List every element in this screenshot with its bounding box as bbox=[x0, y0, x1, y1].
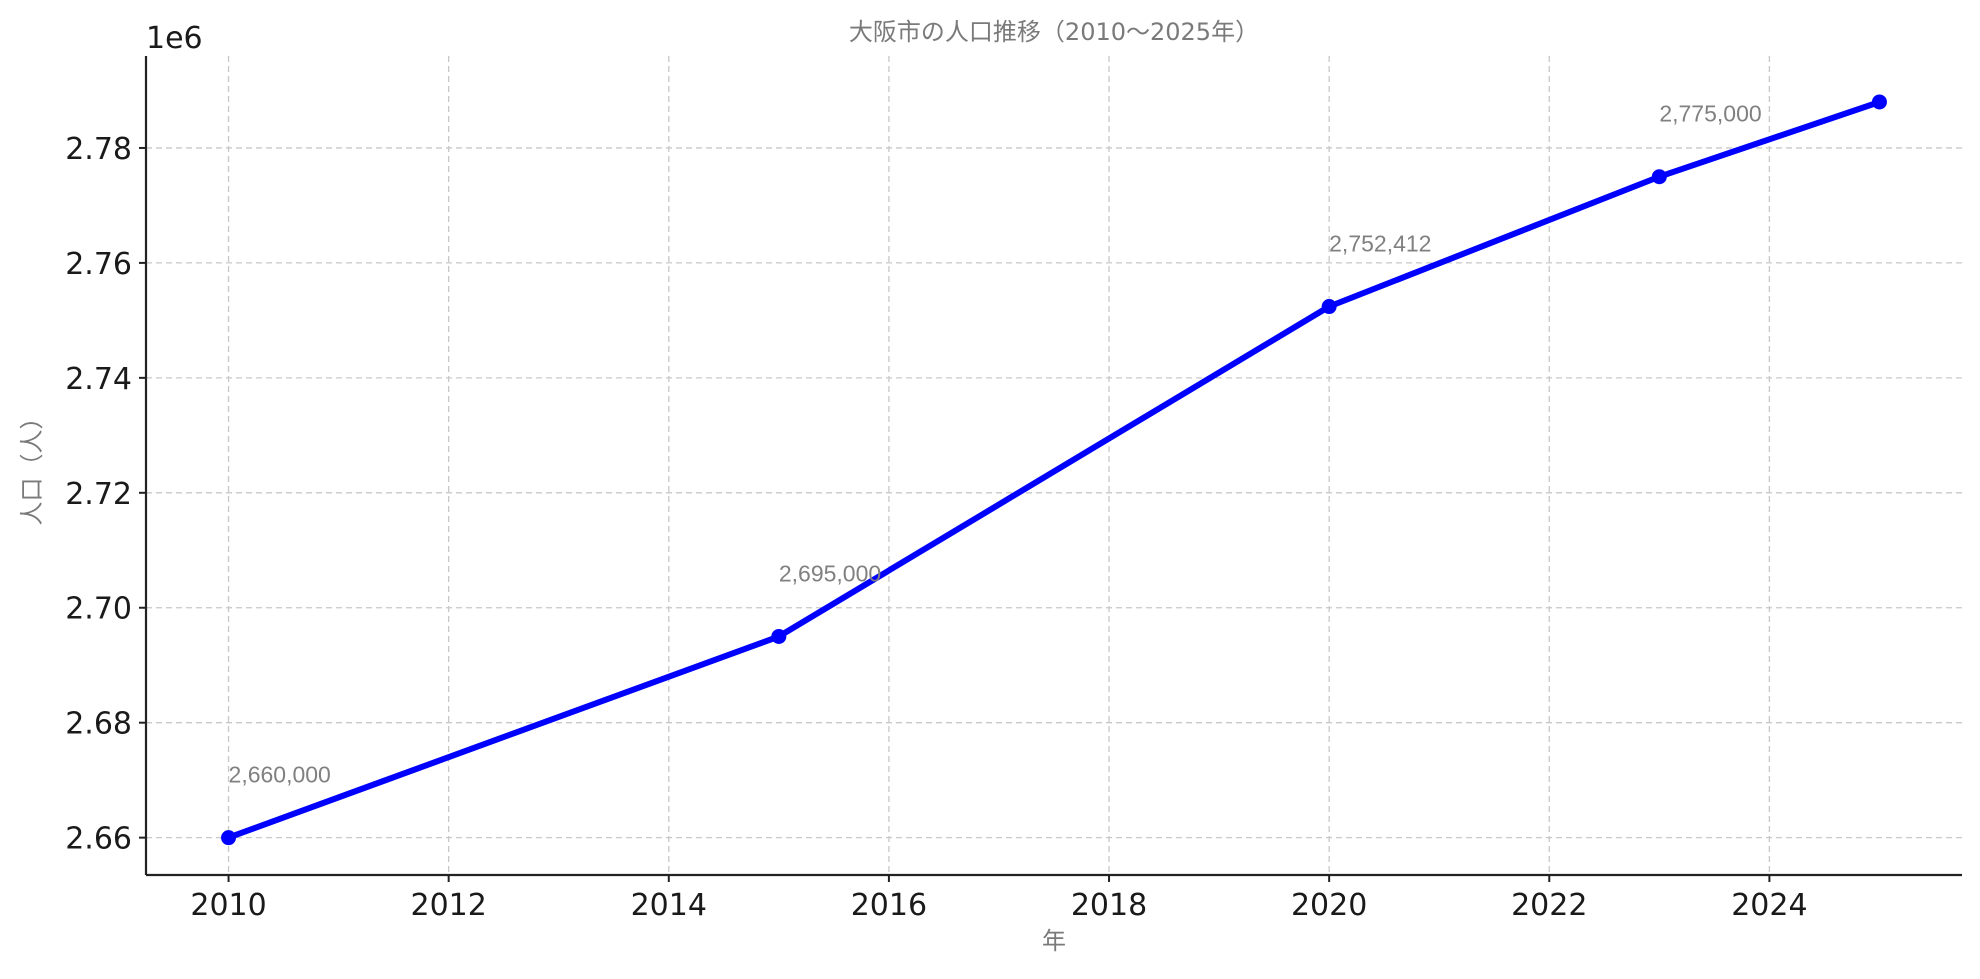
y-tick-label: 2.78 bbox=[65, 132, 132, 167]
x-axis-title: 年 bbox=[1042, 927, 1066, 955]
grid-layer bbox=[146, 56, 1962, 875]
data-point-marker bbox=[1871, 94, 1887, 110]
x-tick-label: 2016 bbox=[851, 888, 927, 923]
y-tick-label: 2.66 bbox=[65, 822, 132, 857]
x-tick-label: 2014 bbox=[631, 888, 707, 923]
y-tick-label: 2.74 bbox=[65, 362, 132, 397]
y-axis-offset-label: 1e6 bbox=[146, 21, 203, 56]
data-labels-layer: 2,660,000 2,695,000 2,752,412 2,775,000 bbox=[229, 101, 1762, 788]
data-point-marker bbox=[1321, 299, 1337, 315]
data-point-label: 2,695,000 bbox=[779, 560, 881, 586]
y-tick-label: 2.76 bbox=[65, 247, 132, 282]
x-tick-label: 2022 bbox=[1511, 888, 1587, 923]
series-layer bbox=[221, 94, 1887, 846]
x-tick-label: 2024 bbox=[1731, 888, 1807, 923]
data-point-marker bbox=[221, 830, 237, 846]
series-line bbox=[225, 99, 1883, 841]
chart-title: 大阪市の人口推移（2010〜2025年） bbox=[849, 18, 1259, 46]
y-tick-label: 2.72 bbox=[65, 477, 132, 512]
y-tick-label: 2.68 bbox=[65, 707, 132, 742]
x-tick-label: 2012 bbox=[410, 888, 486, 923]
data-point-label: 2,775,000 bbox=[1659, 101, 1761, 127]
y-axis-title: 人口（人） bbox=[18, 406, 46, 526]
x-tick-label: 2020 bbox=[1291, 888, 1367, 923]
data-point-marker bbox=[771, 628, 787, 644]
ticks-layer: 2010 2012 2014 2016 2018 2020 2022 2024 2.66 2.68… bbox=[65, 132, 1807, 923]
data-point-label: 2,660,000 bbox=[229, 762, 331, 788]
x-tick-label: 2010 bbox=[190, 888, 266, 923]
x-tick-label: 2018 bbox=[1071, 888, 1147, 923]
axes-layer bbox=[144, 56, 1962, 877]
data-point-label: 2,752,412 bbox=[1329, 231, 1431, 257]
data-point-marker bbox=[1651, 169, 1667, 185]
y-tick-label: 2.70 bbox=[65, 592, 132, 627]
